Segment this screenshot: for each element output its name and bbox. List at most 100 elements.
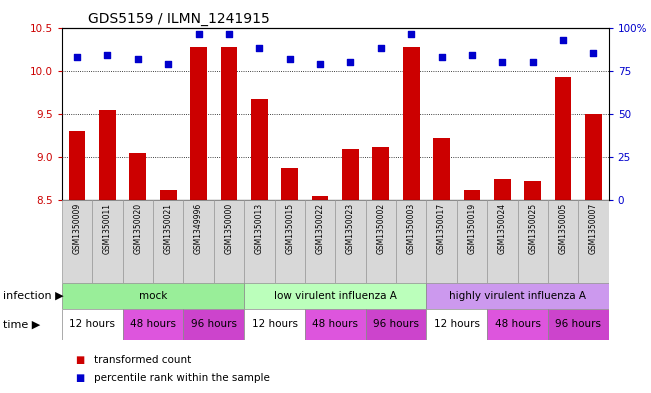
- Bar: [69, 131, 85, 200]
- Text: GSM1350005: GSM1350005: [559, 203, 568, 254]
- Text: GSM1350002: GSM1350002: [376, 203, 385, 254]
- Text: GDS5159 / ILMN_1241915: GDS5159 / ILMN_1241915: [88, 12, 270, 26]
- Text: infection ▶: infection ▶: [3, 291, 64, 301]
- FancyBboxPatch shape: [62, 200, 92, 283]
- Bar: [281, 169, 298, 200]
- FancyBboxPatch shape: [184, 200, 214, 283]
- Point: [497, 59, 508, 65]
- Point: [193, 31, 204, 38]
- FancyBboxPatch shape: [275, 200, 305, 283]
- Text: GSM1350022: GSM1350022: [316, 203, 325, 254]
- Text: 48 hours: 48 hours: [130, 319, 176, 329]
- Text: 96 hours: 96 hours: [373, 319, 419, 329]
- Text: GSM1350019: GSM1350019: [467, 203, 477, 254]
- Text: 96 hours: 96 hours: [191, 319, 237, 329]
- Text: 48 hours: 48 hours: [312, 319, 358, 329]
- FancyBboxPatch shape: [122, 309, 184, 340]
- Bar: [372, 147, 389, 200]
- Text: low virulent influenza A: low virulent influenza A: [274, 291, 396, 301]
- FancyBboxPatch shape: [244, 283, 426, 309]
- Point: [254, 45, 264, 51]
- Bar: [99, 110, 116, 200]
- FancyBboxPatch shape: [548, 200, 578, 283]
- Bar: [312, 196, 329, 200]
- FancyBboxPatch shape: [578, 200, 609, 283]
- FancyBboxPatch shape: [62, 309, 122, 340]
- Bar: [159, 190, 176, 200]
- Text: transformed count: transformed count: [94, 354, 191, 365]
- Text: GSM1350011: GSM1350011: [103, 203, 112, 254]
- Point: [467, 52, 477, 58]
- FancyBboxPatch shape: [153, 200, 184, 283]
- Text: GSM1350013: GSM1350013: [255, 203, 264, 254]
- Bar: [342, 149, 359, 200]
- Text: percentile rank within the sample: percentile rank within the sample: [94, 373, 270, 383]
- Point: [315, 61, 326, 67]
- Bar: [403, 46, 419, 200]
- Text: highly virulent influenza A: highly virulent influenza A: [449, 291, 586, 301]
- Text: GSM1350003: GSM1350003: [407, 203, 416, 254]
- Text: ■: ■: [75, 354, 84, 365]
- Text: GSM1350017: GSM1350017: [437, 203, 446, 254]
- Bar: [494, 179, 510, 200]
- Point: [224, 31, 234, 38]
- FancyBboxPatch shape: [396, 200, 426, 283]
- Point: [163, 61, 173, 67]
- Text: GSM1350009: GSM1350009: [72, 203, 81, 254]
- Text: GSM1350000: GSM1350000: [225, 203, 234, 254]
- Point: [102, 52, 113, 58]
- FancyBboxPatch shape: [426, 309, 487, 340]
- Text: 12 hours: 12 hours: [434, 319, 480, 329]
- FancyBboxPatch shape: [518, 200, 548, 283]
- Bar: [464, 190, 480, 200]
- Bar: [525, 182, 541, 200]
- Text: 12 hours: 12 hours: [251, 319, 298, 329]
- FancyBboxPatch shape: [426, 200, 457, 283]
- Bar: [190, 46, 207, 200]
- Point: [558, 37, 568, 43]
- Bar: [251, 99, 268, 200]
- FancyBboxPatch shape: [366, 200, 396, 283]
- Point: [376, 45, 386, 51]
- FancyBboxPatch shape: [214, 200, 244, 283]
- Text: GSM1350020: GSM1350020: [133, 203, 143, 254]
- Bar: [555, 77, 572, 200]
- Text: ■: ■: [75, 373, 84, 383]
- Point: [133, 55, 143, 62]
- Bar: [221, 46, 237, 200]
- Point: [589, 50, 599, 57]
- Text: GSM1350025: GSM1350025: [528, 203, 537, 254]
- Text: 12 hours: 12 hours: [69, 319, 115, 329]
- Point: [406, 31, 417, 38]
- FancyBboxPatch shape: [366, 309, 426, 340]
- FancyBboxPatch shape: [487, 309, 548, 340]
- Point: [345, 59, 355, 65]
- Bar: [585, 114, 602, 200]
- FancyBboxPatch shape: [305, 200, 335, 283]
- FancyBboxPatch shape: [426, 283, 609, 309]
- Bar: [130, 153, 146, 200]
- Point: [436, 54, 447, 60]
- Point: [527, 59, 538, 65]
- Text: GSM1350021: GSM1350021: [163, 203, 173, 254]
- Text: GSM1350007: GSM1350007: [589, 203, 598, 254]
- FancyBboxPatch shape: [184, 309, 244, 340]
- Bar: [434, 138, 450, 200]
- Text: mock: mock: [139, 291, 167, 301]
- FancyBboxPatch shape: [457, 200, 487, 283]
- FancyBboxPatch shape: [305, 309, 366, 340]
- Text: GSM1350023: GSM1350023: [346, 203, 355, 254]
- Text: 96 hours: 96 hours: [555, 319, 602, 329]
- FancyBboxPatch shape: [92, 200, 122, 283]
- Text: GSM1350015: GSM1350015: [285, 203, 294, 254]
- Text: GSM1350024: GSM1350024: [498, 203, 507, 254]
- FancyBboxPatch shape: [244, 309, 305, 340]
- FancyBboxPatch shape: [548, 309, 609, 340]
- FancyBboxPatch shape: [62, 283, 244, 309]
- Text: 48 hours: 48 hours: [495, 319, 540, 329]
- Point: [72, 54, 82, 60]
- Point: [284, 55, 295, 62]
- Text: time ▶: time ▶: [3, 319, 40, 329]
- FancyBboxPatch shape: [122, 200, 153, 283]
- FancyBboxPatch shape: [244, 200, 275, 283]
